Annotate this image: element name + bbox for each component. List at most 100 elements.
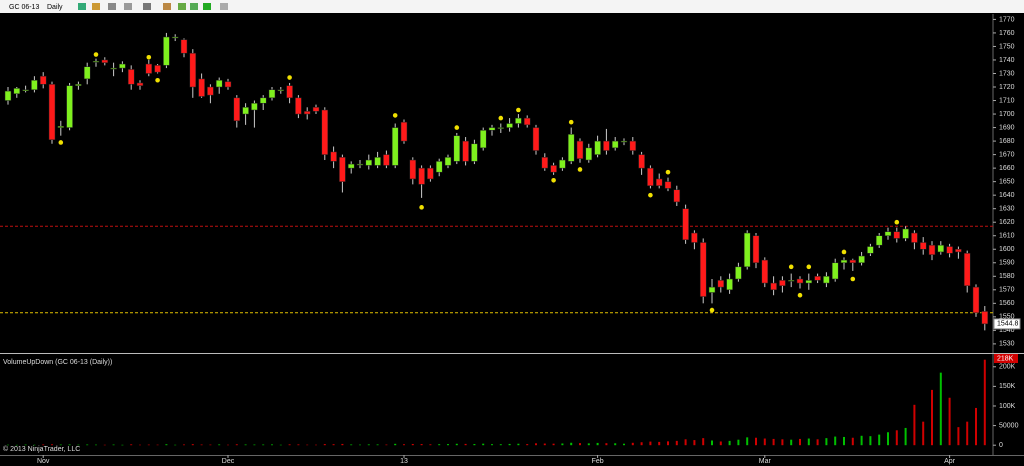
tool-icon[interactable] xyxy=(92,3,100,10)
volume-bar xyxy=(543,443,546,446)
candle-body xyxy=(39,75,47,85)
swing-dot xyxy=(797,292,803,298)
candle-body xyxy=(277,89,285,91)
volume-label: 218K xyxy=(997,355,1014,362)
volume-bar xyxy=(719,441,722,446)
volume-bar xyxy=(209,444,212,446)
volume-bar xyxy=(438,444,441,446)
volume-bar xyxy=(341,443,344,446)
candle-body xyxy=(515,117,522,124)
candle-body xyxy=(312,107,320,112)
tool-icon[interactable] xyxy=(143,3,151,10)
swing-dot xyxy=(577,167,583,172)
candle-body xyxy=(743,232,751,268)
volume-bar xyxy=(579,443,581,446)
volume-bar xyxy=(218,444,221,446)
candle-body xyxy=(154,65,161,73)
volume-bar xyxy=(746,437,749,446)
volume-bar xyxy=(781,439,784,446)
candle-body xyxy=(735,266,742,280)
tool-icon[interactable] xyxy=(163,3,171,10)
y-tick-label: 1720 xyxy=(999,84,1015,91)
candle-body xyxy=(585,147,593,161)
volume-bar xyxy=(667,441,669,446)
candle-body xyxy=(189,52,197,88)
y-tick-label: 1630 xyxy=(999,206,1015,213)
y-tick-label: 150K xyxy=(999,383,1016,390)
volume-bar xyxy=(640,442,643,446)
volume-bar xyxy=(77,444,80,446)
volume-bar xyxy=(649,441,652,446)
y-tick-label: 1730 xyxy=(999,70,1015,77)
copyright: © 2013 NinjaTrader, LLC xyxy=(3,445,80,453)
candle-body xyxy=(286,85,293,99)
interval[interactable]: Daily xyxy=(47,4,63,11)
candle-body xyxy=(831,262,839,280)
candle-body xyxy=(435,161,443,173)
swing-dot xyxy=(850,276,856,282)
candle-body xyxy=(911,232,918,243)
candle-body xyxy=(180,39,188,54)
volume-bar xyxy=(878,434,881,446)
tool-icon[interactable] xyxy=(124,3,132,10)
volume-bar xyxy=(473,444,476,446)
tool-icon[interactable] xyxy=(178,3,186,10)
candle-body xyxy=(972,286,980,314)
tool-icon[interactable] xyxy=(78,3,86,10)
candle-body xyxy=(233,97,241,122)
candle-body xyxy=(418,167,425,185)
symbol[interactable]: GC 06-13 xyxy=(9,4,39,11)
volume-bar xyxy=(262,444,265,446)
tool-icon[interactable] xyxy=(108,3,116,10)
candle-body xyxy=(620,140,628,143)
candle-body xyxy=(963,253,971,287)
y-tick-label: 1610 xyxy=(999,233,1015,240)
volume-bar xyxy=(966,421,969,446)
y-tick-label: 1750 xyxy=(999,43,1015,50)
y-tick-label: 1690 xyxy=(999,124,1015,131)
candle-body xyxy=(330,151,337,162)
volume-bar xyxy=(359,444,361,446)
volume-bar xyxy=(130,444,133,446)
candle-body xyxy=(400,121,408,142)
y-tick-label: 1650 xyxy=(999,178,1015,185)
candle-body xyxy=(321,109,329,155)
candle-body xyxy=(427,167,434,180)
volume-bar xyxy=(711,440,713,446)
volume-bar xyxy=(33,444,36,446)
volume-bar xyxy=(939,372,942,446)
volume-bar xyxy=(191,444,194,446)
candle-body xyxy=(796,278,804,284)
volume-bar xyxy=(675,440,678,446)
swing-dot xyxy=(806,264,812,270)
candle-body xyxy=(224,81,232,88)
volume-bar xyxy=(887,432,889,446)
tool-icon[interactable] xyxy=(220,3,228,10)
y-tick-label: 1580 xyxy=(999,273,1015,280)
volume-bar xyxy=(834,436,837,446)
swing-dot xyxy=(155,77,160,83)
volume-bar xyxy=(112,444,115,446)
candle-body xyxy=(356,163,364,166)
tool-icon[interactable] xyxy=(203,3,211,10)
candle-body xyxy=(145,63,153,74)
swing-dot xyxy=(58,140,64,145)
candle-body xyxy=(849,259,857,264)
candle-body xyxy=(127,69,135,85)
tool-icon[interactable] xyxy=(190,3,198,10)
candle-body xyxy=(303,111,311,115)
candle-body xyxy=(365,159,373,166)
swing-dot xyxy=(419,205,424,210)
swing-dot xyxy=(454,125,460,130)
candle-body xyxy=(541,157,549,169)
candle-body xyxy=(893,231,901,239)
candle-body xyxy=(391,127,399,166)
candle-body xyxy=(779,280,786,287)
candle-body xyxy=(955,248,962,253)
candle-body xyxy=(4,90,12,101)
candle-body xyxy=(629,140,637,151)
candle-body xyxy=(523,117,531,126)
y-tick-label: 1590 xyxy=(999,260,1015,267)
swing-dot xyxy=(93,52,99,57)
volume-bar xyxy=(403,444,405,446)
